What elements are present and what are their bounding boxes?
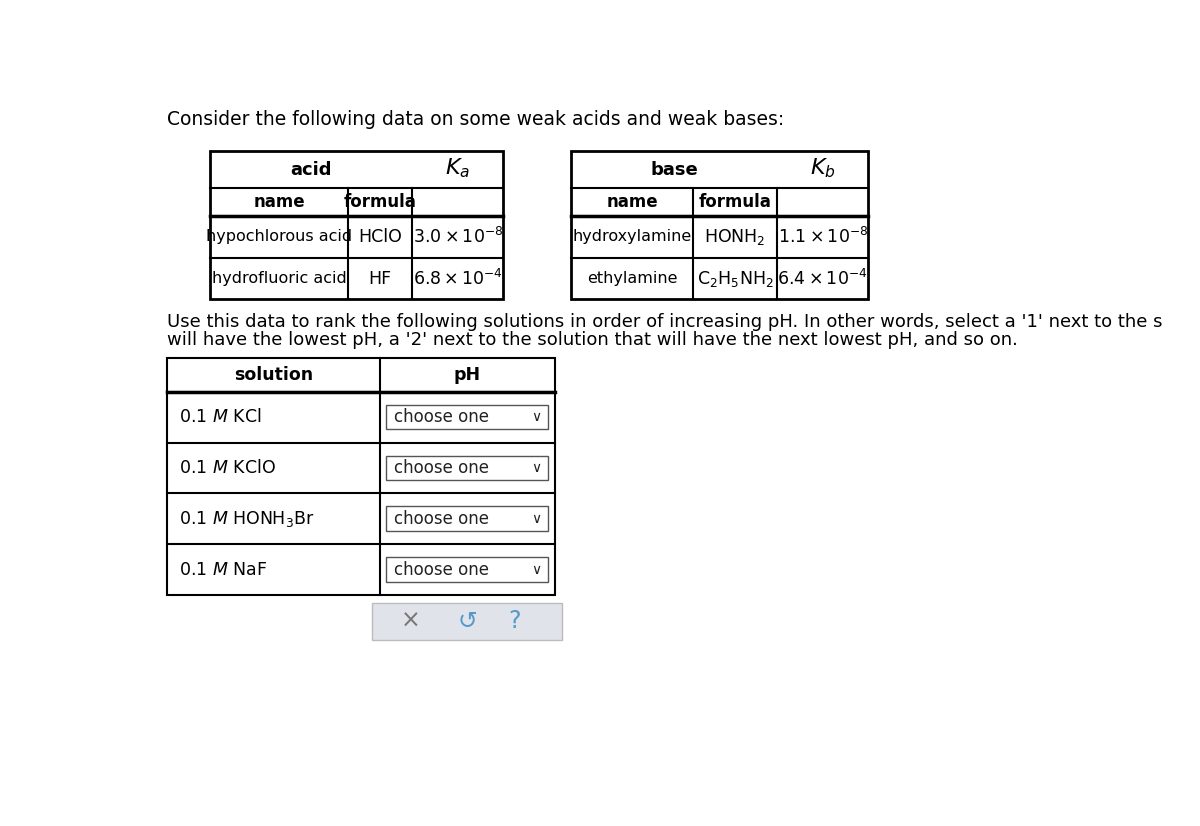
- Text: ∨: ∨: [530, 512, 541, 526]
- Text: hydrofluoric acid: hydrofluoric acid: [212, 271, 347, 286]
- Text: $6.8 \times 10^{-4}$: $6.8 \times 10^{-4}$: [413, 268, 503, 288]
- Bar: [571, 151, 869, 299]
- Text: ∨: ∨: [530, 461, 541, 475]
- Bar: [386, 405, 548, 430]
- Text: HF: HF: [368, 269, 391, 287]
- Text: formula: formula: [343, 193, 416, 211]
- Text: 0.1 $\mathit{M}$ NaF: 0.1 $\mathit{M}$ NaF: [179, 561, 266, 578]
- Text: choose one: choose one: [394, 408, 490, 426]
- Text: 0.1 $\mathit{M}$ KClO: 0.1 $\mathit{M}$ KClO: [179, 459, 276, 477]
- Text: Use this data to rank the following solutions in order of increasing pH. In othe: Use this data to rank the following solu…: [167, 313, 1163, 330]
- Text: choose one: choose one: [394, 561, 490, 578]
- Text: will have the lowest pH, a '2' next to the solution that will have the next lowe: will have the lowest pH, a '2' next to t…: [167, 331, 1018, 349]
- Text: Consider the following data on some weak acids and weak bases:: Consider the following data on some weak…: [167, 111, 785, 130]
- Text: ∨: ∨: [530, 563, 541, 577]
- Text: name: name: [606, 193, 658, 211]
- Text: $\mathrm{HONH_2}$: $\mathrm{HONH_2}$: [704, 227, 766, 247]
- Text: 0.1 $\mathit{M}$ KCl: 0.1 $\mathit{M}$ KCl: [179, 408, 262, 426]
- Text: HClO: HClO: [359, 228, 402, 246]
- Bar: [372, 603, 563, 639]
- Text: ×: ×: [401, 610, 420, 634]
- Text: acid: acid: [290, 161, 332, 179]
- Text: $K_b$: $K_b$: [810, 157, 835, 180]
- Text: ∨: ∨: [530, 411, 541, 424]
- Text: name: name: [253, 193, 305, 211]
- Text: choose one: choose one: [394, 510, 490, 528]
- Text: 0.1 $\mathit{M}$ HONH$_3$Br: 0.1 $\mathit{M}$ HONH$_3$Br: [179, 509, 314, 529]
- Bar: [167, 358, 554, 595]
- Text: $K_a$: $K_a$: [445, 157, 470, 180]
- Text: $6.4 \times 10^{-4}$: $6.4 \times 10^{-4}$: [778, 268, 868, 288]
- Text: $\mathrm{C_2H_5NH_2}$: $\mathrm{C_2H_5NH_2}$: [697, 268, 774, 288]
- Text: ?: ?: [509, 610, 521, 634]
- Text: solution: solution: [234, 366, 313, 384]
- Bar: [386, 506, 548, 531]
- Bar: [386, 558, 548, 582]
- Text: pH: pH: [454, 366, 481, 384]
- Text: $3.0 \times 10^{-8}$: $3.0 \times 10^{-8}$: [413, 227, 503, 247]
- Text: ↺: ↺: [457, 610, 478, 634]
- Bar: [210, 151, 504, 299]
- Text: hypochlorous acid: hypochlorous acid: [206, 230, 353, 244]
- Text: formula: formula: [698, 193, 772, 211]
- Text: hydroxylamine: hydroxylamine: [572, 230, 691, 244]
- Text: $1.1 \times 10^{-8}$: $1.1 \times 10^{-8}$: [778, 227, 868, 247]
- Text: choose one: choose one: [394, 459, 490, 477]
- Text: base: base: [650, 161, 697, 179]
- Text: ethylamine: ethylamine: [587, 271, 677, 286]
- Bar: [386, 456, 548, 480]
